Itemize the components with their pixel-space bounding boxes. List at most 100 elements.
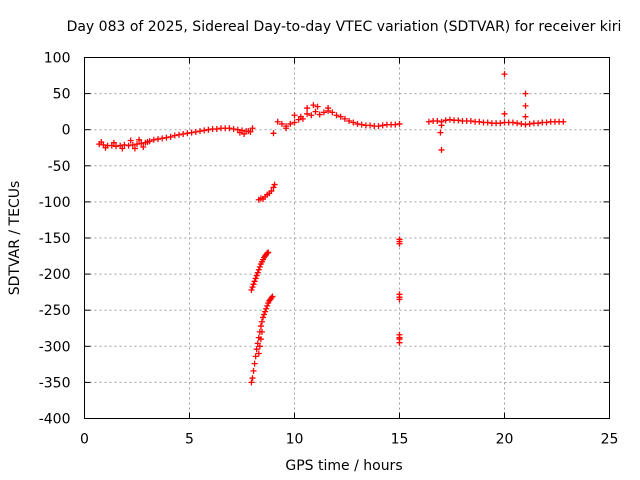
data-point — [560, 118, 567, 125]
data-point — [155, 136, 161, 143]
y-tick-label: -300 — [39, 339, 71, 355]
data-point — [354, 120, 361, 127]
data-point — [127, 137, 134, 144]
data-point — [522, 113, 529, 120]
data-point — [467, 118, 474, 125]
y-axis-label: SDTVAR / TECUs — [7, 181, 23, 296]
data-point — [312, 108, 319, 115]
data-point — [119, 145, 126, 152]
data-point — [180, 131, 187, 138]
data-point — [249, 125, 256, 132]
data-point — [252, 353, 259, 360]
grid-layer — [84, 57, 610, 419]
y-tick-label: -150 — [39, 231, 71, 247]
y-tick-label: -400 — [39, 412, 71, 428]
data-point — [522, 90, 529, 97]
data-point — [287, 120, 294, 127]
data-point — [446, 116, 453, 123]
x-tick-label: 5 — [185, 432, 194, 448]
data-point — [253, 346, 260, 353]
data-point — [329, 109, 336, 116]
data-point — [522, 102, 529, 109]
data-point — [134, 141, 140, 148]
data-point — [201, 127, 208, 134]
data-point — [98, 138, 105, 145]
data-point — [192, 128, 199, 135]
data-point — [184, 130, 191, 137]
data-point — [262, 308, 269, 315]
data-point — [337, 113, 344, 120]
series-steep-track-lower — [248, 293, 276, 386]
data-point — [171, 132, 178, 139]
data-point — [254, 269, 261, 276]
data-point — [392, 121, 399, 128]
data-point — [269, 293, 276, 300]
data-point — [249, 284, 256, 291]
data-point — [248, 286, 255, 293]
data-point — [163, 134, 170, 141]
data-point — [250, 281, 257, 288]
data-point — [501, 110, 508, 117]
data-point — [250, 367, 257, 374]
data-point — [256, 343, 263, 350]
data-point — [258, 318, 265, 325]
data-point — [396, 296, 403, 303]
data-point — [526, 120, 533, 127]
x-tick-label: 10 — [286, 432, 304, 448]
x-axis-label: GPS time / hours — [285, 458, 402, 474]
data-point — [159, 135, 166, 142]
data-point — [535, 120, 542, 127]
data-point — [396, 291, 403, 298]
data-point — [484, 119, 491, 126]
data-point — [197, 128, 203, 135]
data-point — [236, 129, 243, 136]
data-point — [476, 118, 483, 125]
data-point — [341, 115, 348, 122]
y-tick-label: -100 — [39, 195, 71, 211]
x-tick-label: 15 — [391, 432, 409, 448]
data-point — [264, 250, 271, 257]
data-point — [396, 240, 403, 247]
data-point — [291, 119, 298, 126]
data-point — [113, 143, 119, 150]
data-point — [314, 103, 321, 110]
data-point — [257, 336, 264, 343]
y-tick-label: -250 — [39, 303, 71, 319]
data-point — [253, 272, 260, 279]
y-tick-label: 0 — [62, 123, 71, 139]
data-point — [518, 120, 525, 127]
data-point — [379, 122, 386, 129]
data-point — [396, 339, 403, 346]
data-point — [268, 188, 275, 195]
ticks-layer: 0 5 10 15 20 25 100 50 0 -50 -100 -150 -200 -250 -300 -… — [39, 51, 619, 448]
data-point — [226, 125, 233, 132]
data-point — [241, 131, 248, 138]
data-point — [442, 117, 449, 124]
data-point — [316, 111, 323, 118]
data-point — [252, 275, 259, 282]
data-point — [514, 120, 521, 127]
plot-frame — [84, 57, 610, 419]
data-point — [136, 136, 143, 143]
data-point — [230, 125, 237, 132]
data-point — [270, 130, 277, 137]
y-tick-label: -50 — [48, 159, 71, 175]
y-tick-label: -200 — [39, 267, 71, 283]
data-point — [121, 141, 128, 148]
x-tick-label: 20 — [496, 432, 514, 448]
data-point — [249, 375, 256, 382]
data-point — [261, 311, 268, 318]
data-point — [304, 105, 311, 112]
data-point — [543, 119, 550, 126]
series-main-track — [96, 125, 256, 150]
data-point — [522, 121, 529, 128]
data-point — [260, 314, 266, 321]
chart-title: Day 083 of 2025, Sidereal Day-to-day VTE… — [67, 19, 622, 35]
data-point — [438, 146, 445, 153]
data-point — [144, 138, 151, 145]
data-point — [304, 110, 311, 117]
series-drop-arc — [255, 181, 278, 203]
data-point — [263, 305, 270, 312]
series-main-track-scatter — [98, 128, 252, 152]
data-point — [188, 129, 195, 136]
